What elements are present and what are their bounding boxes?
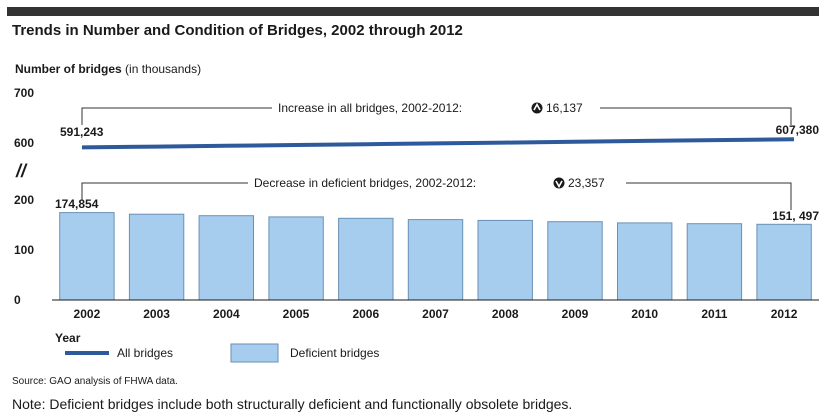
y-axis-label: Number of bridges (in thousands) — [15, 62, 201, 76]
y-tick-200: 200 — [14, 193, 34, 207]
x-tick-2006: 2006 — [352, 307, 379, 321]
bar-2003 — [128, 213, 185, 301]
bar-2004 — [198, 215, 255, 301]
top-rule — [7, 7, 819, 16]
y-axis-label-main: Number of bridges — [15, 62, 122, 76]
bar-2002 — [59, 212, 115, 301]
legend-bar-swatch — [230, 343, 279, 363]
bar-2011 — [686, 223, 743, 301]
increase-arrow-icon — [531, 102, 543, 114]
all-bridges-bracket — [81, 107, 792, 125]
footnote: Note: Deficient bridges include both str… — [12, 396, 573, 412]
x-tick-2003: 2003 — [143, 307, 170, 321]
def-start-label: 174,854 — [55, 197, 99, 211]
increase-arrow-glyph — [533, 102, 541, 111]
bar-2005 — [268, 216, 324, 301]
x-tick-2011: 2011 — [701, 307, 727, 321]
all-increase-label: Increase in all bridges, 2002-2012: — [278, 101, 462, 115]
x-tick-2012: 2012 — [771, 307, 798, 321]
x-tick-2007: 2007 — [422, 307, 449, 321]
source-note: Source: GAO analysis of FHWA data. — [12, 376, 178, 387]
deficient-bridges-bracket — [81, 182, 792, 210]
def-decrease-label: Decrease in deficient bridges, 2002-2012… — [254, 176, 476, 190]
y-tick-0: 0 — [14, 293, 21, 307]
def-decrease-value: 23,357 — [568, 176, 605, 190]
decrease-arrow-glyph — [555, 180, 563, 189]
y-tick-100: 100 — [14, 243, 34, 257]
bar-2010 — [617, 222, 673, 301]
chart-title: Trends in Number and Condition of Bridge… — [12, 22, 463, 39]
all-increase-value: 16,137 — [546, 101, 583, 115]
y-tick-600: 600 — [14, 136, 34, 150]
all-start-label: 591,243 — [60, 125, 104, 139]
x-tick-labels: 2002 2003 2004 2005 2006 2007 2008 2009 2010 2011… — [74, 307, 798, 321]
bar-2008 — [477, 219, 533, 301]
x-tick-2004: 2004 — [213, 307, 240, 321]
y-axis-label-unit: (in thousands) — [125, 62, 202, 76]
axis-break-symbol: // — [15, 161, 28, 181]
x-tick-2009: 2009 — [562, 307, 589, 321]
legend-bar-label: Deficient bridges — [290, 346, 379, 360]
x-tick-2005: 2005 — [283, 307, 310, 321]
y-tick-700: 700 — [14, 86, 34, 100]
all-end-label: 607,380 — [776, 123, 819, 137]
bar-2007 — [407, 219, 464, 301]
x-axis-label: Year — [55, 331, 81, 345]
x-tick-2002: 2002 — [74, 307, 101, 321]
x-tick-2008: 2008 — [492, 307, 519, 321]
bar-2009 — [547, 221, 603, 301]
bars-group — [59, 212, 812, 301]
y-tick-labels: 700 600 200 100 0 — [14, 86, 34, 307]
bar-2006 — [338, 217, 394, 301]
x-tick-2010: 2010 — [631, 307, 658, 321]
bar-2012 — [756, 223, 812, 301]
decrease-arrow-icon — [553, 177, 565, 189]
all-bridges-line — [81, 137, 795, 150]
legend-line-label: All bridges — [117, 346, 173, 360]
def-end-label: 151, 497 — [772, 209, 819, 223]
